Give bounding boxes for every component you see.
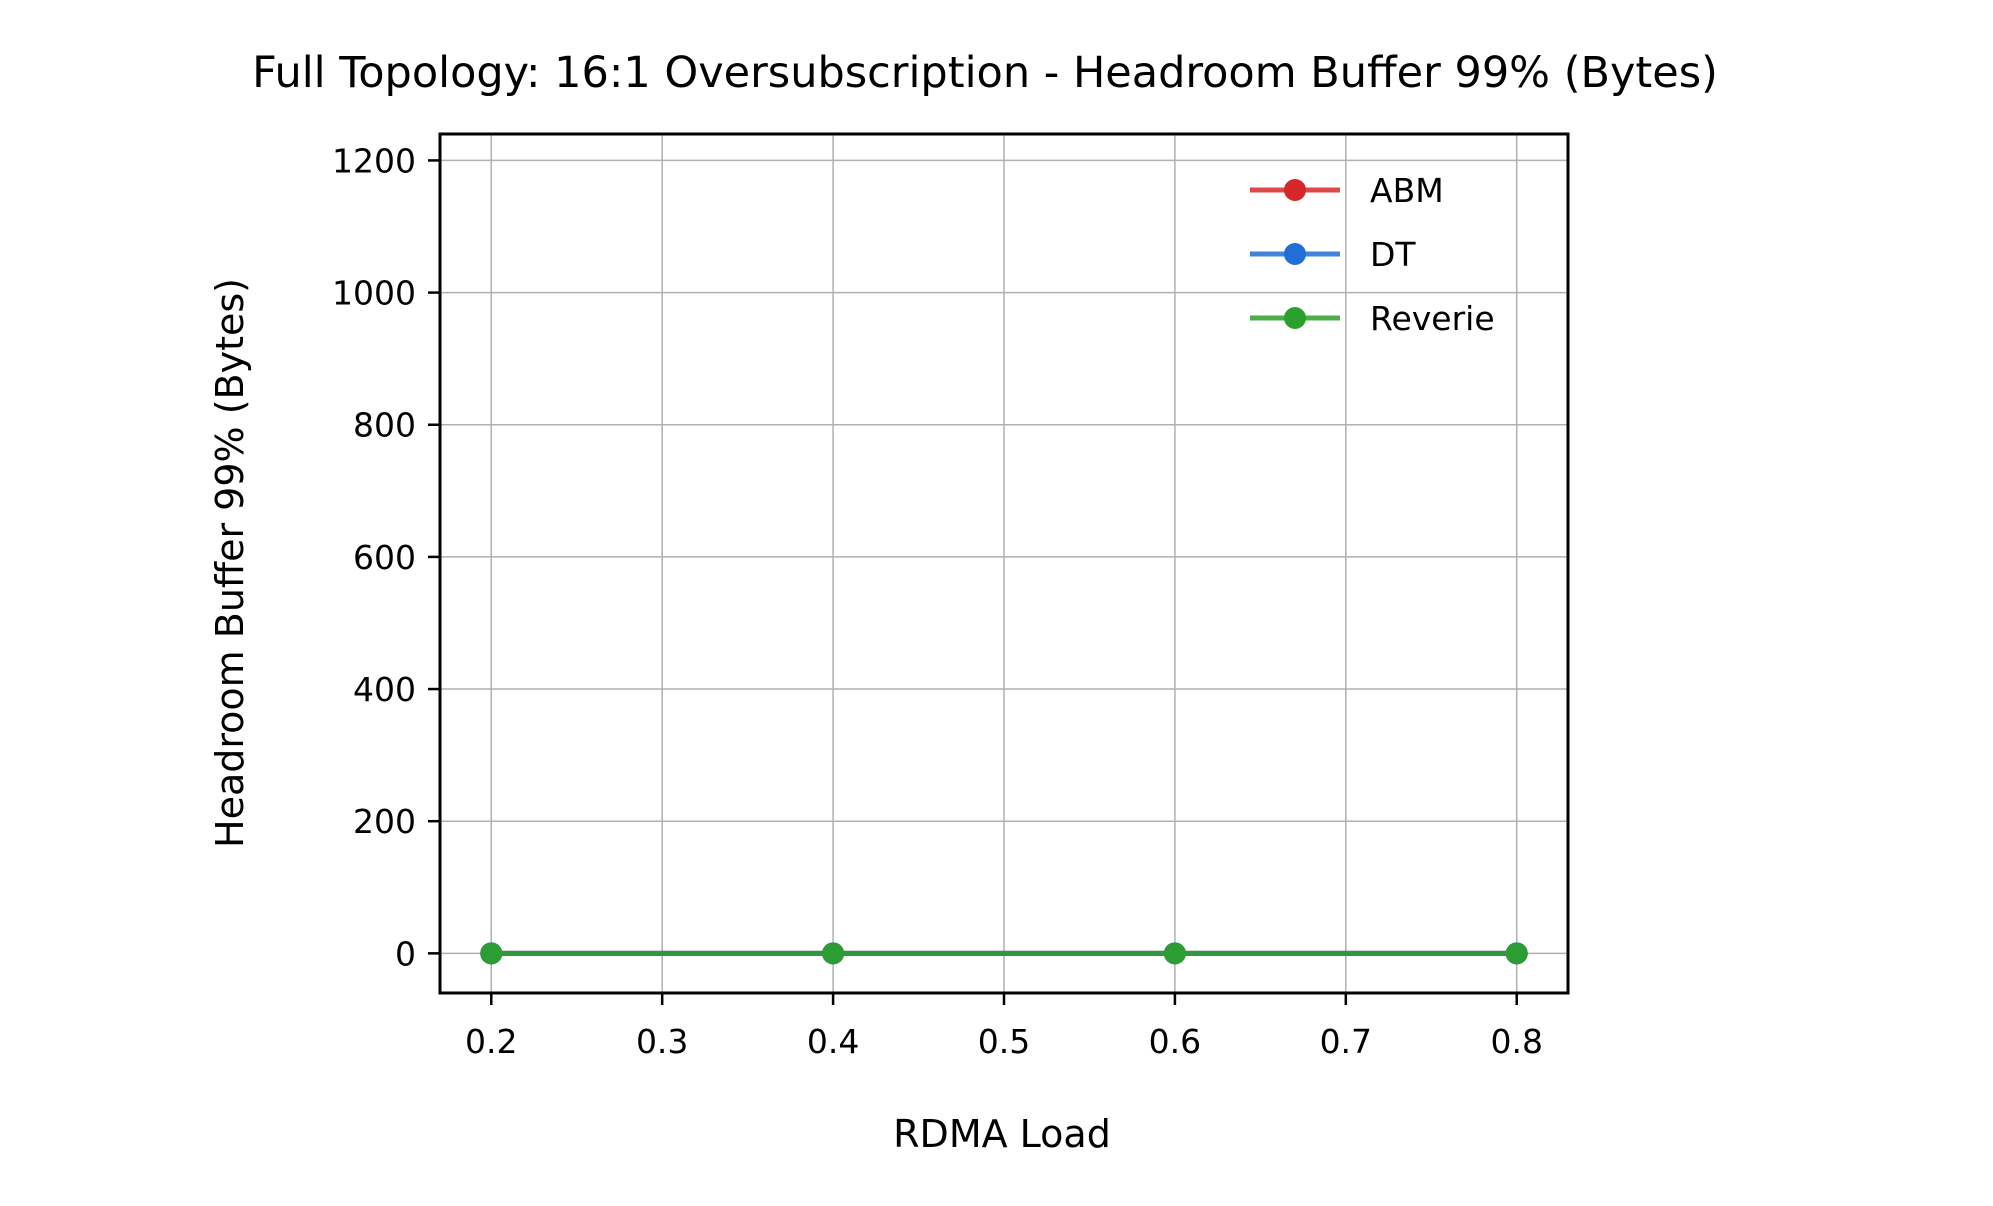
x-tick-label: 0.6 <box>1149 1022 1201 1061</box>
x-tick-label: 0.5 <box>978 1022 1030 1061</box>
chart-title: Full Topology: 16:1 Oversubscription - H… <box>252 48 1718 98</box>
y-tick-label: 400 <box>353 670 416 709</box>
y-axis-label: Headroom Buffer 99% (Bytes) <box>208 278 252 848</box>
y-tick-label: 1200 <box>332 141 416 180</box>
y-tick-label: 600 <box>353 538 416 577</box>
y-axis: 0 200 400 600 800 1000 1200 <box>332 141 440 973</box>
y-tick-label: 1000 <box>332 274 416 313</box>
data-point-reverie <box>822 942 845 965</box>
x-tick-label: 0.2 <box>465 1022 517 1061</box>
legend-marker-dt <box>1284 243 1306 265</box>
data-point-reverie <box>1505 942 1528 965</box>
x-tick-label: 0.8 <box>1490 1022 1542 1061</box>
x-tick-label: 0.7 <box>1320 1022 1372 1061</box>
y-tick-label: 200 <box>353 802 416 841</box>
data-point-reverie <box>480 942 503 965</box>
series-lines <box>480 942 1528 965</box>
legend-marker-abm <box>1284 179 1306 201</box>
legend-label-reverie: Reverie <box>1370 299 1495 338</box>
data-point-reverie <box>1163 942 1186 965</box>
y-tick-label: 0 <box>395 934 416 973</box>
legend-label-dt: DT <box>1370 235 1416 274</box>
y-tick-label: 800 <box>353 406 416 445</box>
legend: ABM DT Reverie <box>1250 171 1495 338</box>
legend-label-abm: ABM <box>1370 171 1444 210</box>
legend-marker-reverie <box>1284 307 1306 329</box>
x-tick-label: 0.4 <box>807 1022 859 1061</box>
grid-lines <box>440 134 1568 993</box>
x-axis: 0.2 0.3 0.4 0.5 0.6 0.7 0.8 <box>465 993 1543 1061</box>
x-axis-label: RDMA Load <box>893 1112 1111 1156</box>
x-tick-label: 0.3 <box>636 1022 688 1061</box>
